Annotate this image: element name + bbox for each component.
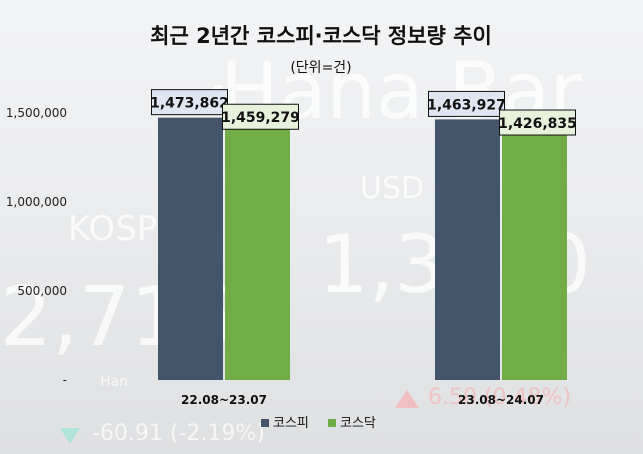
x-axis: 22.08~23.07 23.08~24.07	[181, 393, 544, 407]
bar-kosdaq	[502, 126, 567, 380]
data-label-box	[151, 89, 228, 116]
y-tick-label: -	[63, 373, 67, 387]
y-tick-label: 1,000,000	[6, 195, 67, 209]
x-tick-label: 22.08~23.07	[181, 393, 267, 407]
chart-subtitle: (단위=건)	[290, 60, 351, 76]
background-decor-text: 6.50 (0.48%)	[428, 385, 571, 410]
legend-label-kospi: 코스피	[273, 416, 309, 431]
background-decor-text: -60.91 (-2.19%)	[92, 421, 265, 446]
background-photo: Hana Bar · USD KOSP 1,3 0 2,716 Han -60.…	[0, 44, 591, 446]
up-arrow-icon	[395, 390, 419, 408]
bar-kosdaq	[225, 120, 290, 380]
chart-title: 최근 2년간 코스피·코스닥 정보량 추이	[150, 24, 492, 48]
bar-kospi	[435, 119, 500, 381]
bar-kospi	[158, 117, 223, 381]
legend: 코스피 코스닥	[261, 416, 376, 431]
background-decor-text: USD	[360, 171, 424, 206]
down-arrow-icon	[60, 428, 80, 444]
background-decor-text: 1,3	[318, 218, 445, 311]
y-tick-label: 500,000	[17, 284, 67, 298]
y-tick-label: 1,500,000	[6, 106, 67, 120]
data-label-box	[428, 90, 505, 117]
background-decor-text: Han	[100, 374, 128, 390]
bars	[158, 117, 567, 381]
legend-label-kosdaq: 코스닥	[340, 416, 376, 431]
legend-swatch-kospi	[261, 419, 269, 427]
data-label: 1,463,927	[427, 97, 506, 113]
data-label: 1,426,835	[498, 116, 577, 132]
x-tick-label: 23.08~24.07	[458, 393, 544, 407]
data-label-box	[222, 103, 299, 130]
data-label-box	[499, 109, 576, 136]
data-label: 1,473,862	[150, 96, 229, 112]
y-axis: - 500,000 1,000,000 1,500,000	[6, 106, 67, 387]
data-label: 1,459,279	[221, 110, 300, 126]
background-decor-text: KOSP	[68, 209, 157, 249]
legend-swatch-kosdaq	[328, 419, 336, 427]
